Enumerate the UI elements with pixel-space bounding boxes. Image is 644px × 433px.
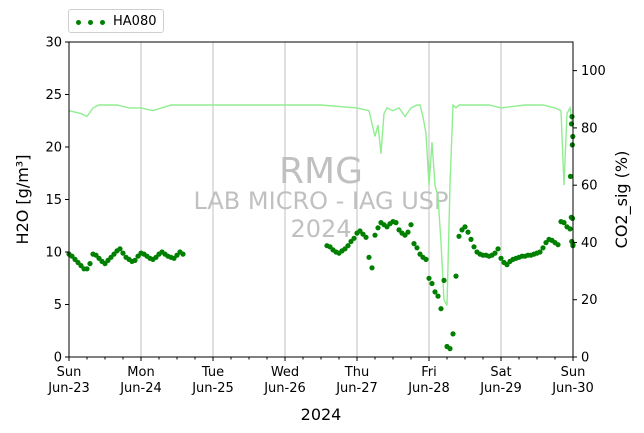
y-left-tick-label: 0 [54, 351, 62, 366]
y-right-tick-label: 20 [581, 293, 598, 308]
h2o-point [471, 244, 477, 250]
y-right-tick-label: 0 [581, 351, 589, 366]
h2o-excursion-point [567, 173, 574, 179]
y-left-tick-label: 10 [45, 246, 62, 261]
h2o-point [567, 226, 573, 232]
h2o-point [429, 280, 435, 287]
h2o-point [456, 233, 462, 239]
h2o-point [366, 254, 372, 260]
h2o-excursion-point [569, 114, 575, 120]
x-tick-label-date: Jun-29 [479, 381, 522, 396]
x-tick-label-date: Jun-27 [335, 381, 378, 396]
x-tick-label-day: Thu [344, 365, 369, 380]
x-axis-title: 2024 [301, 405, 342, 424]
y-right-tick-label: 80 [581, 121, 598, 136]
h2o-point [426, 275, 432, 281]
y-left-tick-label: 20 [45, 141, 62, 156]
legend-label: HA080 [113, 14, 157, 29]
x-tick-label-date: Jun-30 [551, 381, 594, 396]
h2o-point [369, 265, 375, 271]
x-tick-label-date: Jun-24 [119, 381, 162, 396]
x-tick-label-date: Jun-25 [191, 381, 234, 396]
h2o-point [351, 235, 357, 241]
h2o-point [462, 224, 468, 230]
h2o-point [435, 293, 441, 299]
h2o-point [432, 289, 438, 295]
x-tick-label-day: Sun [561, 365, 586, 380]
x-tick-label-date: Jun-28 [407, 381, 450, 396]
h2o-point [345, 243, 351, 249]
h2o-point [495, 246, 501, 252]
h2o-point [438, 306, 444, 312]
h2o-point [492, 250, 498, 256]
h2o-point [447, 346, 453, 352]
h2o-point [375, 225, 381, 231]
x-tick-label-day: Sat [490, 365, 511, 380]
y-right-axis-title: CO2_sig (%) [612, 151, 632, 249]
h2o-point [537, 249, 543, 255]
y-left-tick-label: 30 [45, 36, 62, 51]
x-tick-label-date: Jun-26 [263, 381, 306, 396]
co2-series-line [68, 103, 574, 306]
h2o-point [120, 250, 126, 256]
h2o-point [180, 251, 186, 257]
h2o-point [393, 220, 399, 226]
h2o-point [555, 242, 561, 248]
h2o-point [372, 232, 378, 238]
y-left-tick-label: 15 [45, 193, 62, 208]
h2o-point [117, 246, 123, 252]
watermark-year: 2024 [290, 215, 351, 243]
h2o-point [132, 257, 138, 263]
y-left-tick-label: 5 [54, 298, 62, 313]
x-tick-label-day: Sun [57, 365, 82, 380]
h2o-point [450, 331, 456, 337]
y-left-axis-title: H2O [g/m³] [13, 155, 32, 245]
h2o-point [405, 229, 411, 235]
h2o-point [414, 245, 420, 251]
h2o-point [363, 234, 369, 240]
h2o-point [408, 222, 414, 228]
legend-marker-icon [76, 20, 106, 25]
h2o-point [498, 255, 504, 261]
x-tick-label-day: Wed [271, 365, 299, 380]
watermark-subtitle: LAB MICRO - IAG USP [193, 187, 448, 215]
h2o-point [561, 220, 567, 226]
h2o-point [441, 277, 447, 283]
h2o-point [87, 261, 93, 267]
h2o-excursion-point [569, 142, 575, 148]
y-right-tick-label: 100 [581, 64, 606, 79]
x-tick-label-date: Jun-23 [47, 381, 90, 396]
h2o-point [453, 273, 459, 279]
h2o-point [423, 256, 429, 262]
x-tick-label-day: Mon [127, 365, 154, 380]
watermark-title: RMG [279, 151, 363, 192]
h2o-point [465, 229, 471, 235]
legend: HA080 [68, 9, 164, 33]
h2o-point [84, 266, 90, 272]
x-tick-label-day: Fri [421, 365, 437, 380]
y-right-tick-label: 60 [581, 179, 598, 194]
h2o-point [540, 245, 546, 251]
y-left-tick-label: 25 [45, 88, 62, 103]
h2o-point [468, 236, 474, 242]
y-right-tick-label: 40 [581, 236, 598, 251]
h2o-point [411, 241, 417, 247]
x-tick-label-day: Tue [201, 365, 224, 380]
